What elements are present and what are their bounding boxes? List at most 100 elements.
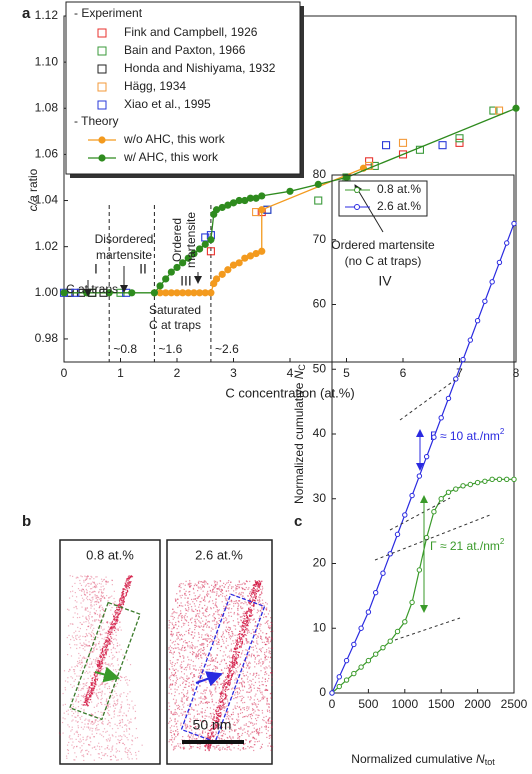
atom xyxy=(195,732,197,734)
atom xyxy=(198,636,200,638)
atom xyxy=(188,709,191,711)
atom xyxy=(177,686,180,688)
atom xyxy=(246,580,248,583)
atom xyxy=(187,726,189,728)
atom xyxy=(223,586,226,588)
atom xyxy=(224,584,227,586)
atom xyxy=(238,656,240,658)
atom xyxy=(252,724,254,726)
atom xyxy=(260,665,262,667)
atom xyxy=(211,638,213,641)
atom xyxy=(254,741,256,743)
scale-bar xyxy=(182,740,244,744)
atom xyxy=(228,720,231,723)
atom xyxy=(223,658,225,661)
atom xyxy=(246,612,248,614)
atom xyxy=(79,579,81,582)
atom xyxy=(98,667,101,669)
atom xyxy=(226,744,228,746)
atom xyxy=(94,591,96,593)
atom xyxy=(228,629,230,631)
atom xyxy=(128,728,131,730)
atom xyxy=(256,588,258,590)
atom xyxy=(248,747,251,749)
atom xyxy=(100,591,103,593)
atom xyxy=(223,684,225,687)
atom xyxy=(71,715,73,717)
atom xyxy=(111,627,113,629)
atom xyxy=(177,743,179,745)
atom xyxy=(185,680,187,682)
atom xyxy=(216,581,218,583)
atom xyxy=(104,644,106,646)
atom xyxy=(246,617,248,619)
atom xyxy=(246,614,248,617)
atom xyxy=(87,575,89,577)
atom xyxy=(182,704,184,706)
atom xyxy=(102,723,104,725)
atom xyxy=(186,666,188,668)
atom xyxy=(95,610,97,612)
atom xyxy=(83,599,85,601)
atom xyxy=(215,627,217,629)
atom xyxy=(214,623,216,626)
atom xyxy=(198,620,200,622)
atom xyxy=(257,636,259,638)
atom xyxy=(187,583,190,585)
atom xyxy=(258,661,260,663)
atom xyxy=(200,692,202,694)
atom xyxy=(223,622,225,624)
atom xyxy=(223,582,225,584)
atom xyxy=(123,743,126,746)
atom xyxy=(252,708,254,710)
series-point xyxy=(482,298,488,304)
atom xyxy=(134,710,137,713)
atom xyxy=(177,620,180,622)
atom xyxy=(216,666,218,668)
atom xyxy=(127,749,129,751)
atom xyxy=(236,647,239,650)
atom xyxy=(194,620,196,622)
atom xyxy=(97,677,99,680)
atom xyxy=(122,588,124,590)
atom xyxy=(111,622,113,625)
atom xyxy=(84,609,86,611)
atom xyxy=(259,700,262,702)
atom xyxy=(210,724,213,727)
atom xyxy=(214,720,217,722)
x-tick-label: 7 xyxy=(456,366,463,380)
atom xyxy=(174,694,176,697)
atom xyxy=(126,736,128,739)
atom xyxy=(168,627,170,629)
atom xyxy=(247,731,249,733)
atom xyxy=(239,640,241,642)
atom xyxy=(100,604,102,606)
atom xyxy=(107,705,109,707)
atom xyxy=(210,744,212,747)
atom xyxy=(242,747,244,749)
atom xyxy=(214,583,216,586)
atom xyxy=(267,720,269,722)
atom xyxy=(211,591,213,593)
atom xyxy=(203,629,205,631)
atom xyxy=(244,626,246,628)
atom xyxy=(250,654,252,656)
atom xyxy=(210,715,213,717)
atom xyxy=(112,620,114,622)
atom xyxy=(98,685,100,687)
atom xyxy=(239,695,241,698)
atom xyxy=(205,638,207,640)
atom xyxy=(76,617,79,619)
atom xyxy=(258,734,260,736)
atom xyxy=(219,714,222,717)
atom xyxy=(228,714,230,717)
theory-point xyxy=(167,289,175,297)
atom xyxy=(173,669,176,671)
atom xyxy=(89,588,92,590)
atom xyxy=(109,759,112,761)
atom xyxy=(92,581,94,583)
theory-point xyxy=(184,254,192,262)
atom xyxy=(260,637,262,639)
atom xyxy=(253,703,255,705)
atom xyxy=(102,653,104,655)
